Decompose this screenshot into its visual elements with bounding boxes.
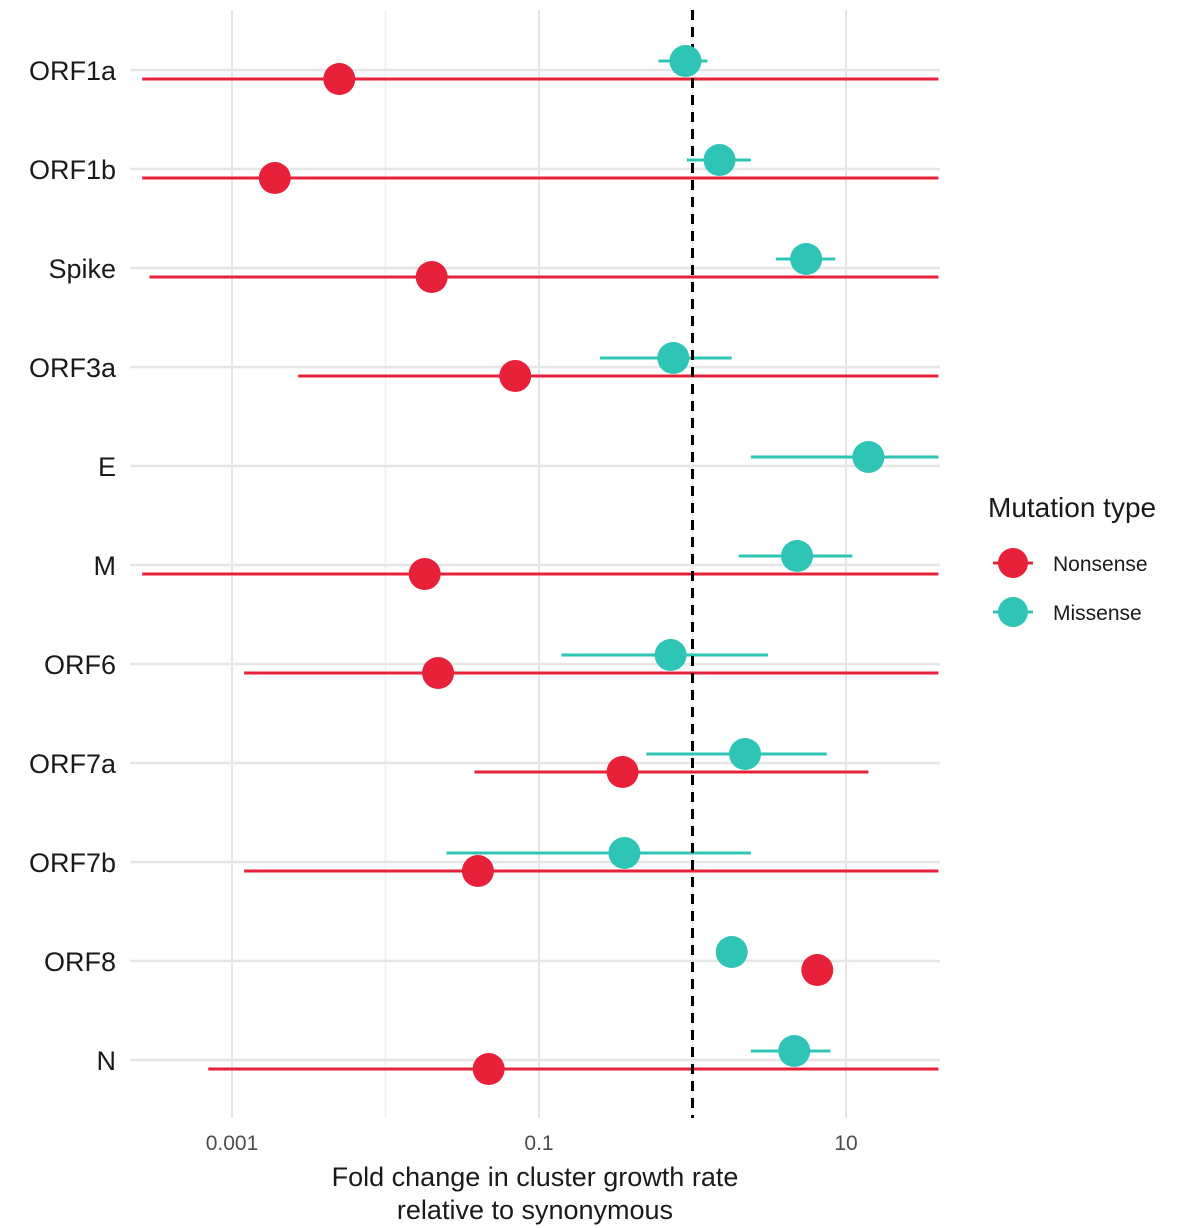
point-missense-E bbox=[852, 441, 885, 473]
points bbox=[258, 45, 885, 1085]
x-tick-label-1: 0.1 bbox=[524, 1132, 553, 1155]
category-label-ORF8: ORF8 bbox=[44, 947, 116, 977]
point-missense-ORF6 bbox=[654, 639, 687, 671]
point-nonsense-ORF6 bbox=[422, 657, 455, 689]
category-label-ORF7b: ORF7b bbox=[29, 848, 116, 878]
point-missense-ORF7a bbox=[729, 738, 762, 770]
category-labels: ORF1a ORF1b Spike ORF3a E M ORF6 ORF7a ORF7b ORF8… bbox=[29, 56, 117, 1076]
x-tick-label-0: 0.001 bbox=[206, 1132, 259, 1155]
category-label-ORF7a: ORF7a bbox=[29, 749, 117, 779]
point-missense-ORF1b bbox=[703, 144, 736, 176]
point-nonsense-N bbox=[472, 1053, 505, 1085]
category-label-ORF3a: ORF3a bbox=[29, 353, 117, 383]
point-nonsense-ORF8 bbox=[801, 954, 834, 986]
point-missense-M bbox=[781, 540, 814, 572]
point-missense-ORF3a bbox=[657, 342, 690, 374]
error-bars bbox=[142, 59, 939, 1071]
point-missense-Spike bbox=[790, 243, 823, 275]
legend-key-nonsense-icon bbox=[998, 548, 1028, 578]
x-tick-labels: 0.001 0.1 10 bbox=[206, 1132, 858, 1155]
category-label-ORF6: ORF6 bbox=[44, 650, 116, 680]
gridlines bbox=[130, 10, 940, 1118]
point-nonsense-ORF3a bbox=[499, 360, 532, 392]
x-tick-label-2: 10 bbox=[834, 1132, 857, 1155]
point-missense-ORF8 bbox=[715, 936, 748, 968]
category-label-ORF1a: ORF1a bbox=[29, 56, 117, 86]
point-nonsense-ORF7b bbox=[461, 855, 494, 887]
legend-label-missense: Missense bbox=[1053, 602, 1142, 625]
point-nonsense-ORF7a bbox=[606, 756, 639, 788]
point-nonsense-ORF1a bbox=[323, 63, 356, 95]
legend-key-missense-icon bbox=[998, 597, 1028, 627]
point-nonsense-ORF1b bbox=[258, 162, 291, 194]
category-label-M: M bbox=[94, 551, 117, 581]
category-label-E: E bbox=[98, 452, 116, 482]
legend-label-nonsense: Nonsense bbox=[1053, 553, 1148, 576]
category-label-ORF1b: ORF1b bbox=[29, 155, 116, 185]
point-missense-N bbox=[778, 1035, 811, 1067]
x-axis-title-line2: relative to synonymous bbox=[397, 1195, 673, 1225]
point-missense-ORF7b bbox=[608, 837, 641, 869]
point-nonsense-M bbox=[408, 558, 441, 590]
point-missense-ORF1a bbox=[669, 45, 702, 77]
legend: Mutation type Nonsense Missense bbox=[988, 492, 1156, 627]
legend-title: Mutation type bbox=[988, 492, 1156, 523]
point-nonsense-Spike bbox=[415, 261, 448, 293]
category-label-Spike: Spike bbox=[48, 254, 116, 284]
x-axis-title-line1: Fold change in cluster growth rate bbox=[332, 1162, 739, 1192]
category-label-N: N bbox=[97, 1046, 117, 1076]
